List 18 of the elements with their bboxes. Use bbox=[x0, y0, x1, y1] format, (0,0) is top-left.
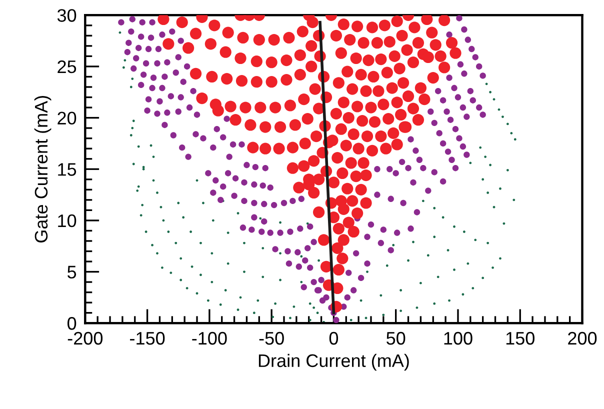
y-axis-title: Gate Current (mA) bbox=[34, 96, 52, 242]
x-tick-label: 100 bbox=[444, 332, 472, 345]
x-axis-title: Drain Current (mA) bbox=[258, 354, 409, 371]
x-tick-label: 0 bbox=[329, 332, 338, 345]
y-tick-label: 15 bbox=[58, 163, 76, 176]
y-tick-label: 30 bbox=[57, 9, 76, 22]
x-tick-label: -150 bbox=[130, 332, 165, 345]
x-tick-label: -100 bbox=[192, 332, 227, 345]
x-tick-label: 150 bbox=[506, 332, 534, 345]
x-tick-label: 200 bbox=[568, 332, 597, 345]
x-tick-label: -50 bbox=[259, 332, 284, 345]
x-tick-label: -200 bbox=[68, 332, 103, 345]
y-tick-label: 20 bbox=[58, 112, 76, 125]
x-tick-label: 50 bbox=[386, 332, 406, 345]
y-tick-label: 10 bbox=[58, 214, 76, 228]
y-tick-label: 0 bbox=[67, 317, 76, 330]
y-tick-label: 25 bbox=[58, 60, 76, 74]
y-tick-label: 5 bbox=[68, 266, 76, 278]
